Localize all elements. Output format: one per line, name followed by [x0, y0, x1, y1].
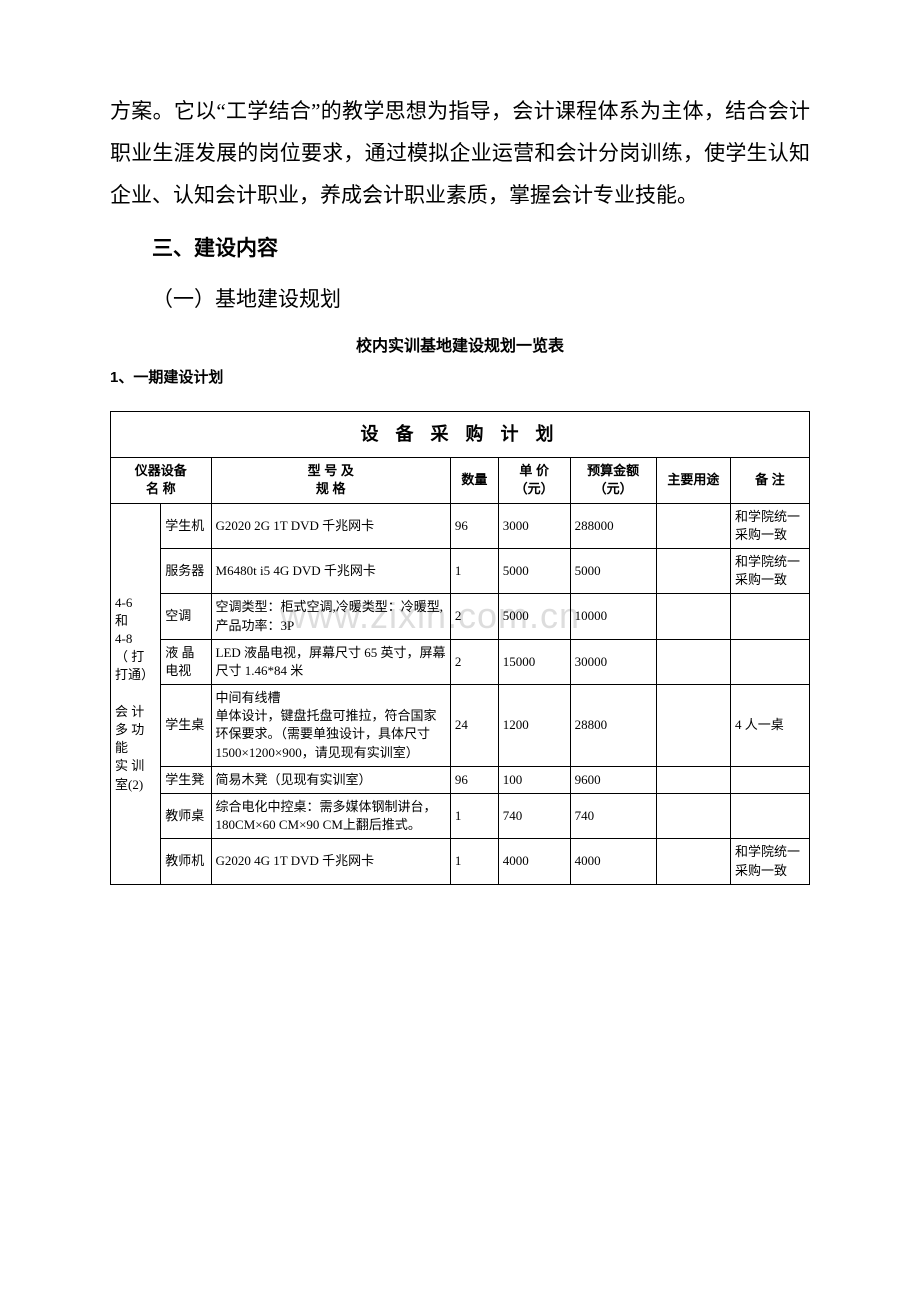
- cell-use: [656, 503, 730, 548]
- cell-price: 5000: [498, 594, 570, 639]
- cell-spec: M6480t i5 4G DVD 千兆网卡: [211, 548, 450, 593]
- table-row: 学生桌 中间有线槽单体设计，键盘托盘可推拉，符合国家环保要求。（需要单独设计，具…: [111, 685, 810, 767]
- body-paragraph: 方案。它以“工学结合”的教学思想为指导，会计课程体系为主体，结合会计职业生涯发展…: [110, 90, 810, 216]
- room-label: 4-6和4-8（ 打打通）会 计多 功能实 训室(2): [111, 503, 161, 884]
- cell-spec: 空调类型：柜式空调,冷暖类型：冷暖型,产品功率：3P: [211, 594, 450, 639]
- cell-qty: 1: [450, 794, 498, 839]
- table-header-row: 仪器设备名 称 型 号 及规 格 数量 单 价（元） 预算金额（元） 主要用途 …: [111, 458, 810, 503]
- cell-qty: 1: [450, 548, 498, 593]
- th-unit-price: 单 价（元）: [498, 458, 570, 503]
- cell-note: 4 人一桌: [730, 685, 809, 767]
- cell-note: [730, 639, 809, 684]
- equipment-table: 设 备 采 购 计 划 仪器设备名 称 型 号 及规 格 数量 单 价（元） 预…: [110, 411, 810, 885]
- table-row: 学生凳 简易木凳（见现有实训室） 96 100 9600: [111, 766, 810, 793]
- cell-budget: 30000: [570, 639, 656, 684]
- cell-use: [656, 766, 730, 793]
- cell-budget: 28800: [570, 685, 656, 767]
- table-row: 4-6和4-8（ 打打通）会 计多 功能实 训室(2) 学生机 G2020 2G…: [111, 503, 810, 548]
- cell-budget: 740: [570, 794, 656, 839]
- cell-budget: 4000: [570, 839, 656, 884]
- th-device-name: 仪器设备名 称: [111, 458, 212, 503]
- cell-spec: LED 液晶电视，屏幕尺寸 65 英寸，屏幕尺寸 1.46*84 米: [211, 639, 450, 684]
- cell-use: [656, 548, 730, 593]
- cell-item: 服务器: [161, 548, 211, 593]
- th-qty: 数量: [450, 458, 498, 503]
- cell-price: 100: [498, 766, 570, 793]
- section-heading: 三、建设内容: [110, 228, 810, 270]
- cell-item: 学生机: [161, 503, 211, 548]
- plan-label: 1、一期建设计划: [110, 366, 810, 387]
- cell-qty: 96: [450, 766, 498, 793]
- page-content: 方案。它以“工学结合”的教学思想为指导，会计课程体系为主体，结合会计职业生涯发展…: [110, 90, 810, 885]
- th-model: 型 号 及规 格: [211, 458, 450, 503]
- cell-note: [730, 794, 809, 839]
- cell-budget: 9600: [570, 766, 656, 793]
- cell-item: 教师桌: [161, 794, 211, 839]
- cell-use: [656, 794, 730, 839]
- cell-spec: G2020 4G 1T DVD 千兆网卡: [211, 839, 450, 884]
- cell-budget: 288000: [570, 503, 656, 548]
- table-row: 教师机 G2020 4G 1T DVD 千兆网卡 1 4000 4000 和学院…: [111, 839, 810, 884]
- cell-note: [730, 594, 809, 639]
- cell-qty: 2: [450, 639, 498, 684]
- cell-price: 15000: [498, 639, 570, 684]
- table-row: 液 晶电视 LED 液晶电视，屏幕尺寸 65 英寸，屏幕尺寸 1.46*84 米…: [111, 639, 810, 684]
- sub-heading: （一）基地建设规划: [110, 278, 810, 320]
- cell-qty: 24: [450, 685, 498, 767]
- cell-item: 液 晶电视: [161, 639, 211, 684]
- cell-price: 3000: [498, 503, 570, 548]
- cell-item: 空调: [161, 594, 211, 639]
- cell-spec: 综合电化中控桌：需多媒体钢制讲台，180CM×60 CM×90 CM上翻后推式。: [211, 794, 450, 839]
- cell-note: [730, 766, 809, 793]
- table-title-row: 设 备 采 购 计 划: [111, 412, 810, 458]
- cell-note: 和学院统一采购一致: [730, 503, 809, 548]
- cell-qty: 1: [450, 839, 498, 884]
- cell-use: [656, 594, 730, 639]
- cell-use: [656, 639, 730, 684]
- cell-price: 740: [498, 794, 570, 839]
- th-budget: 预算金额（元）: [570, 458, 656, 503]
- th-use: 主要用途: [656, 458, 730, 503]
- cell-price: 5000: [498, 548, 570, 593]
- cell-spec: 简易木凳（见现有实训室）: [211, 766, 450, 793]
- table-row: 教师桌 综合电化中控桌：需多媒体钢制讲台，180CM×60 CM×90 CM上翻…: [111, 794, 810, 839]
- table-caption: 校内实训基地建设规划一览表: [110, 332, 810, 356]
- cell-qty: 96: [450, 503, 498, 548]
- cell-note: 和学院统一采购一致: [730, 839, 809, 884]
- cell-item: 学生凳: [161, 766, 211, 793]
- table-title: 设 备 采 购 计 划: [111, 412, 810, 458]
- cell-spec: G2020 2G 1T DVD 千兆网卡: [211, 503, 450, 548]
- cell-item: 学生桌: [161, 685, 211, 767]
- cell-qty: 2: [450, 594, 498, 639]
- th-note: 备 注: [730, 458, 809, 503]
- cell-price: 1200: [498, 685, 570, 767]
- cell-use: [656, 839, 730, 884]
- cell-budget: 5000: [570, 548, 656, 593]
- cell-use: [656, 685, 730, 767]
- table-row: 空调 空调类型：柜式空调,冷暖类型：冷暖型,产品功率：3P 2 5000 100…: [111, 594, 810, 639]
- cell-item: 教师机: [161, 839, 211, 884]
- table-row: 服务器 M6480t i5 4G DVD 千兆网卡 1 5000 5000 和学…: [111, 548, 810, 593]
- cell-note: 和学院统一采购一致: [730, 548, 809, 593]
- cell-budget: 10000: [570, 594, 656, 639]
- cell-price: 4000: [498, 839, 570, 884]
- cell-spec: 中间有线槽单体设计，键盘托盘可推拉，符合国家环保要求。（需要单独设计，具体尺寸 …: [211, 685, 450, 767]
